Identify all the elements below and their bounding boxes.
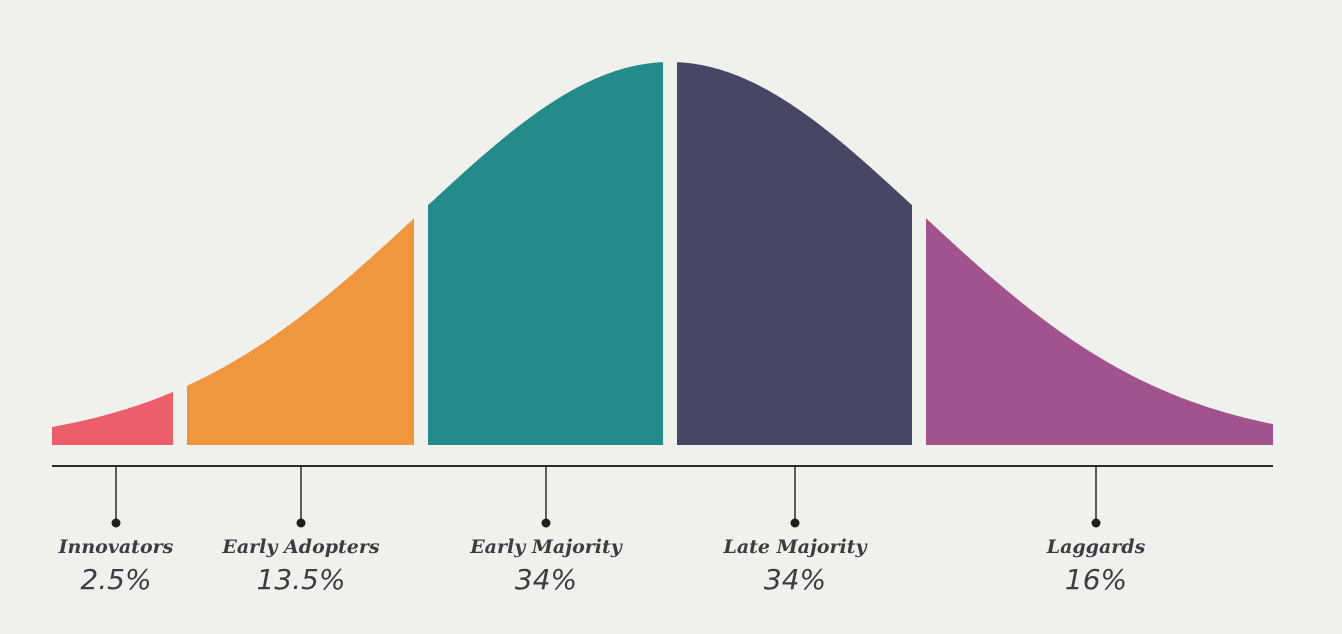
segment-value-innovators: 2.5%: [80, 563, 151, 596]
segment-value-early-majority: 34%: [515, 563, 577, 596]
segment-area-innovators: [52, 391, 173, 445]
segment-area-late-majority: [677, 62, 912, 445]
segment-labels: Innovators 2.5% Early Adopters 13.5% Early M…: [58, 536, 1146, 596]
segment-name-early-majority: Early Majority: [469, 536, 624, 558]
segment-dot-laggards: [1091, 518, 1101, 528]
segment-value-early-adopters: 13.5%: [257, 563, 346, 596]
segment-markers: [111, 466, 1101, 528]
segment-area-early-adopters: [187, 218, 414, 445]
segment-dot-late-majority: [790, 518, 800, 528]
segment-name-early-adopters: Early Adopters: [221, 536, 380, 558]
segment-name-laggards: Laggards: [1046, 536, 1146, 558]
segment-area-laggards: [926, 218, 1273, 445]
segment-dot-early-majority: [541, 518, 551, 528]
segment-dot-early-adopters: [296, 518, 306, 528]
curve-areas: [52, 62, 1273, 445]
segment-name-late-majority: Late Majority: [722, 536, 868, 558]
segment-area-early-majority: [428, 62, 663, 445]
segment-name-innovators: Innovators: [58, 536, 174, 558]
segment-value-laggards: 16%: [1065, 563, 1127, 596]
segment-dot-innovators: [111, 518, 121, 528]
segment-value-late-majority: 34%: [764, 563, 826, 596]
